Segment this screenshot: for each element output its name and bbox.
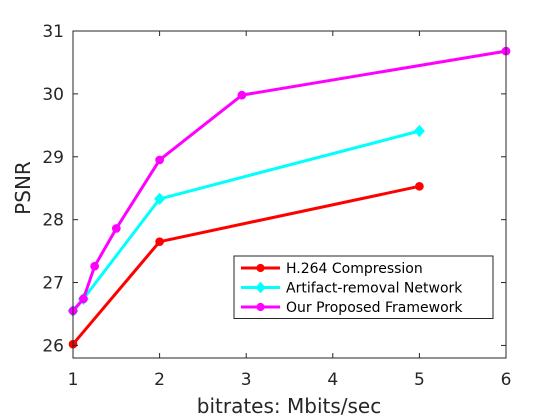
data-point <box>155 155 164 165</box>
x-axis-title: bitrates: Mbits/sec <box>197 394 381 418</box>
x-tick-label: 5 <box>414 370 425 390</box>
series-1 <box>68 181 424 349</box>
y-tick-label: 29 <box>42 148 64 168</box>
x-tick-label: 3 <box>241 370 252 390</box>
legend-swatch-marker <box>255 281 266 294</box>
x-tick-label: 1 <box>68 370 79 390</box>
data-point <box>90 261 100 271</box>
series-layer <box>67 46 511 349</box>
y-tick-label: 30 <box>42 85 64 105</box>
y-tick-label: 26 <box>42 336 64 356</box>
data-point <box>154 192 166 206</box>
x-tick-label: 6 <box>501 370 512 390</box>
y-tick-label: 28 <box>42 211 64 231</box>
legend-swatch-marker <box>256 263 265 273</box>
data-point <box>111 224 121 233</box>
y-axis-title: PSNR <box>11 161 35 215</box>
legend-item: Artifact-removal Network <box>241 281 463 297</box>
data-point <box>413 124 425 138</box>
data-point <box>155 237 164 247</box>
legend-label: H.264 Compression <box>286 261 423 277</box>
legend-label: Artifact-removal Network <box>286 281 463 297</box>
y-tick-label: 31 <box>42 22 64 42</box>
legend-item: H.264 Compression <box>241 261 423 277</box>
legend-item: Our Proposed Framework <box>241 300 463 316</box>
data-point <box>415 181 424 191</box>
data-point <box>237 90 247 100</box>
x-tick-label: 4 <box>327 370 338 390</box>
series-3 <box>68 46 511 316</box>
legend: H.264 Compression Artifact-removal Networ… <box>233 255 494 319</box>
legend-swatch-marker <box>256 302 265 312</box>
data-point <box>79 294 88 304</box>
x-tick-label: 2 <box>154 370 165 390</box>
axes-frame <box>72 30 507 359</box>
y-tick-label: 27 <box>42 274 64 294</box>
axes-layer: 1 2 3 4 5 6 26 27 28 29 30 31 <box>42 22 511 390</box>
legend-label: Our Proposed Framework <box>286 300 463 316</box>
